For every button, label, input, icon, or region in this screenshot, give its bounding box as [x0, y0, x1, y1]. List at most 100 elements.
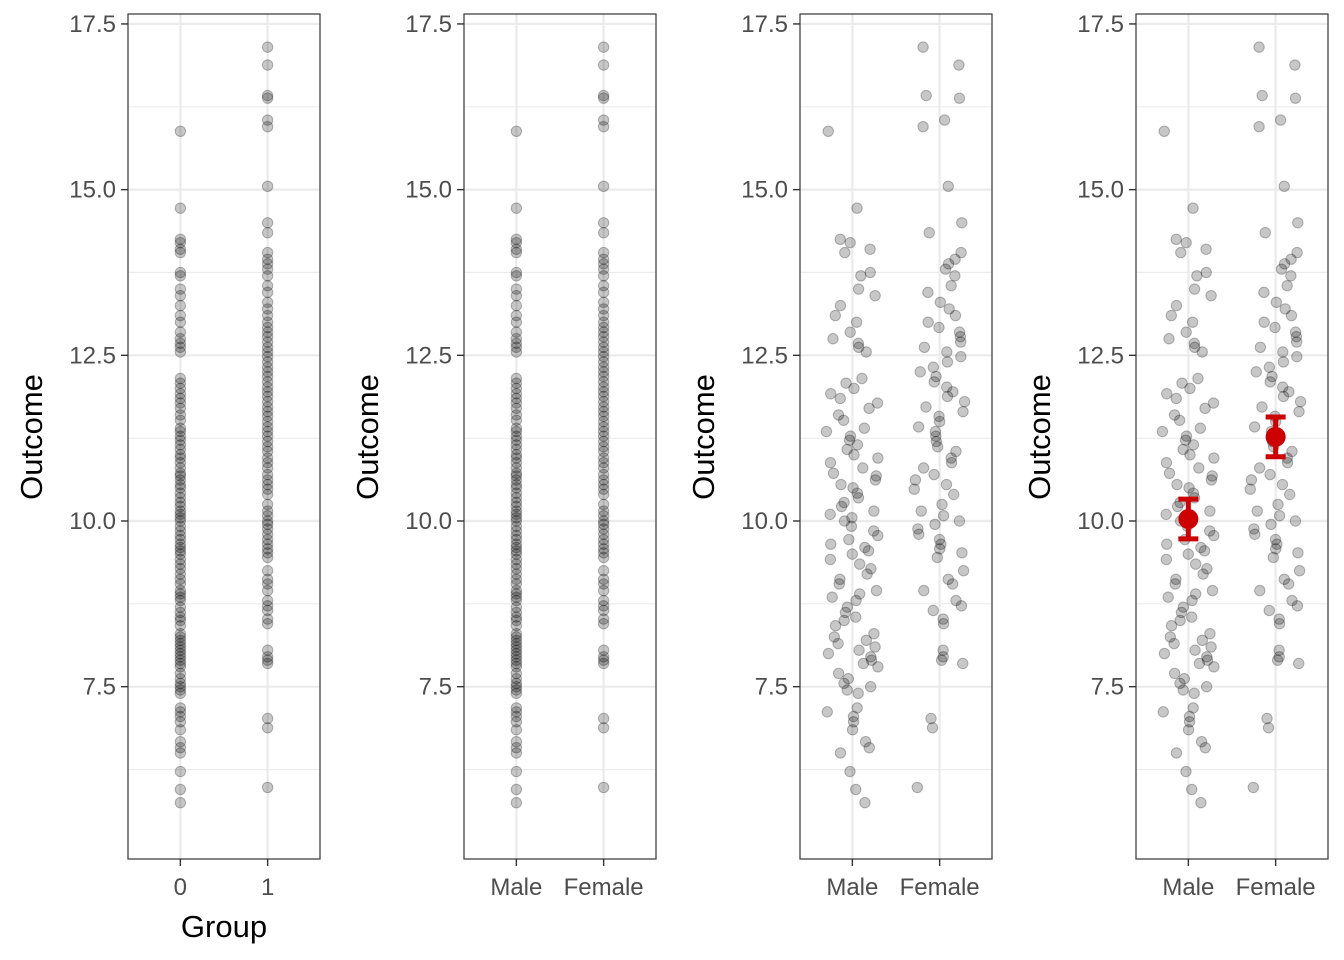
data-point [597, 336, 610, 348]
data-point [918, 341, 931, 354]
data-point [850, 316, 863, 328]
data-point [1278, 573, 1291, 586]
data-point [838, 496, 850, 509]
data-point [510, 202, 523, 214]
data-point [953, 92, 966, 104]
data-point [261, 573, 274, 586]
data-point [261, 584, 274, 597]
data-point [1277, 356, 1290, 368]
data-point [597, 280, 610, 292]
data-point [957, 405, 969, 418]
data-point [1160, 553, 1173, 566]
data-point [174, 533, 187, 546]
data-point [510, 425, 523, 438]
data-point [909, 474, 922, 486]
data-point [510, 641, 523, 653]
data-point [597, 321, 610, 334]
data-point [1263, 361, 1276, 373]
data-point [597, 515, 610, 527]
data-point [835, 500, 848, 513]
data-point [857, 462, 869, 474]
data-point [859, 541, 871, 554]
data-point [261, 92, 274, 104]
data-point [261, 505, 274, 517]
data-point [174, 452, 187, 464]
data-point [510, 482, 523, 494]
data-point [261, 781, 274, 794]
data-point [834, 392, 846, 405]
data-point [1187, 702, 1199, 714]
data-point [1204, 525, 1216, 537]
data-point [174, 673, 187, 685]
data-point [261, 456, 274, 469]
y-tick-label: 17.5 [405, 11, 452, 38]
data-point [174, 783, 187, 796]
data-point [855, 270, 867, 282]
data-point [931, 441, 944, 453]
data-point [1183, 716, 1196, 728]
data-point [597, 565, 610, 577]
data-point [941, 381, 953, 393]
data-point [597, 505, 610, 517]
data-point [945, 280, 957, 292]
data-point [174, 584, 187, 597]
data-point [834, 233, 846, 246]
data-point [1283, 386, 1295, 398]
data-point [1205, 289, 1217, 302]
data-point [510, 422, 523, 434]
data-point [174, 541, 187, 554]
data-point [956, 217, 968, 229]
data-point [1264, 376, 1276, 388]
data-point [174, 563, 187, 575]
data-point [860, 634, 872, 646]
data-point [597, 547, 610, 559]
data-point [846, 724, 859, 736]
data-point [939, 263, 952, 275]
data-point [261, 258, 274, 270]
data-point [1180, 765, 1192, 778]
data-point [510, 467, 523, 479]
data-point [1170, 573, 1182, 586]
data-point [1248, 523, 1260, 535]
y-tick-label: 12.5 [405, 342, 452, 369]
data-point [949, 270, 961, 282]
data-point [1174, 614, 1186, 627]
data-point [261, 712, 274, 725]
data-point [824, 553, 837, 566]
data-point [852, 283, 865, 295]
data-point [597, 651, 610, 663]
data-point [1208, 452, 1220, 464]
data-point [510, 591, 523, 603]
data-point [510, 783, 523, 796]
data-point [597, 415, 610, 428]
data-point [510, 747, 523, 759]
data-point [1177, 601, 1190, 613]
data-point [174, 515, 187, 527]
data-point [1293, 405, 1305, 418]
data-point [935, 538, 947, 550]
panel-4: 7.5 10.0 12.5 15.0 17.5 Male Female Outcome [1022, 11, 1329, 901]
data-point [510, 680, 523, 693]
data-point [1259, 227, 1271, 239]
data-point [1271, 538, 1283, 550]
data-point [821, 706, 833, 718]
data-point [261, 425, 274, 438]
data-point [840, 377, 852, 389]
data-point [510, 702, 523, 714]
panel-3: 7.5 10.0 12.5 15.0 17.5 Male Female Outcome [686, 11, 993, 901]
y-tick-label: 7.5 [419, 674, 452, 701]
data-point [1186, 594, 1198, 607]
data-point [853, 644, 865, 656]
data-point [843, 533, 855, 546]
data-point [597, 654, 610, 666]
data-point [174, 125, 187, 138]
panel-background [464, 14, 656, 859]
data-point [261, 462, 274, 474]
data-point [941, 346, 953, 358]
data-point [597, 523, 610, 535]
data-point [261, 370, 274, 383]
data-point [864, 266, 876, 279]
data-point [920, 401, 932, 413]
data-point [510, 337, 523, 350]
data-point [1158, 647, 1171, 660]
